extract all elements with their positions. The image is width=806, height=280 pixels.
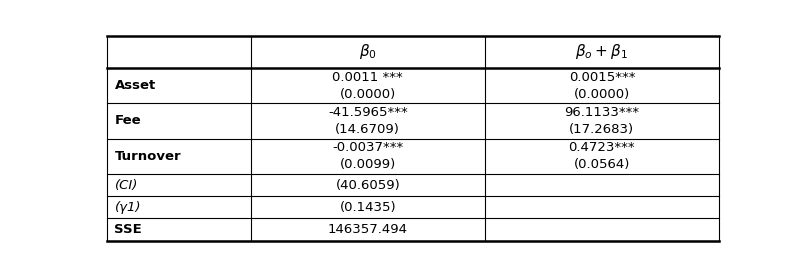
Text: SSE: SSE [114,223,142,236]
Text: (γ1): (γ1) [114,201,141,214]
Text: 0.0011 ***
(0.0000): 0.0011 *** (0.0000) [332,71,403,101]
Text: 0.4723***
(0.0564): 0.4723*** (0.0564) [568,141,635,171]
Text: Asset: Asset [114,79,156,92]
Text: -41.5965***
(14.6709): -41.5965*** (14.6709) [328,106,408,136]
Text: (40.6059): (40.6059) [335,179,400,192]
Text: $\beta_0$: $\beta_0$ [359,42,376,61]
Text: Fee: Fee [114,115,141,127]
Text: (CI): (CI) [114,179,138,192]
Text: 146357.494: 146357.494 [328,223,408,236]
Text: Turnover: Turnover [114,150,181,163]
Text: -0.0037***
(0.0099): -0.0037*** (0.0099) [332,141,403,171]
Text: 96.1133***
(17.2683): 96.1133*** (17.2683) [564,106,639,136]
Text: (0.1435): (0.1435) [339,201,396,214]
Text: 0.0015***
(0.0000): 0.0015*** (0.0000) [569,71,635,101]
Text: $\beta_o + \beta_1$: $\beta_o + \beta_1$ [575,42,629,61]
